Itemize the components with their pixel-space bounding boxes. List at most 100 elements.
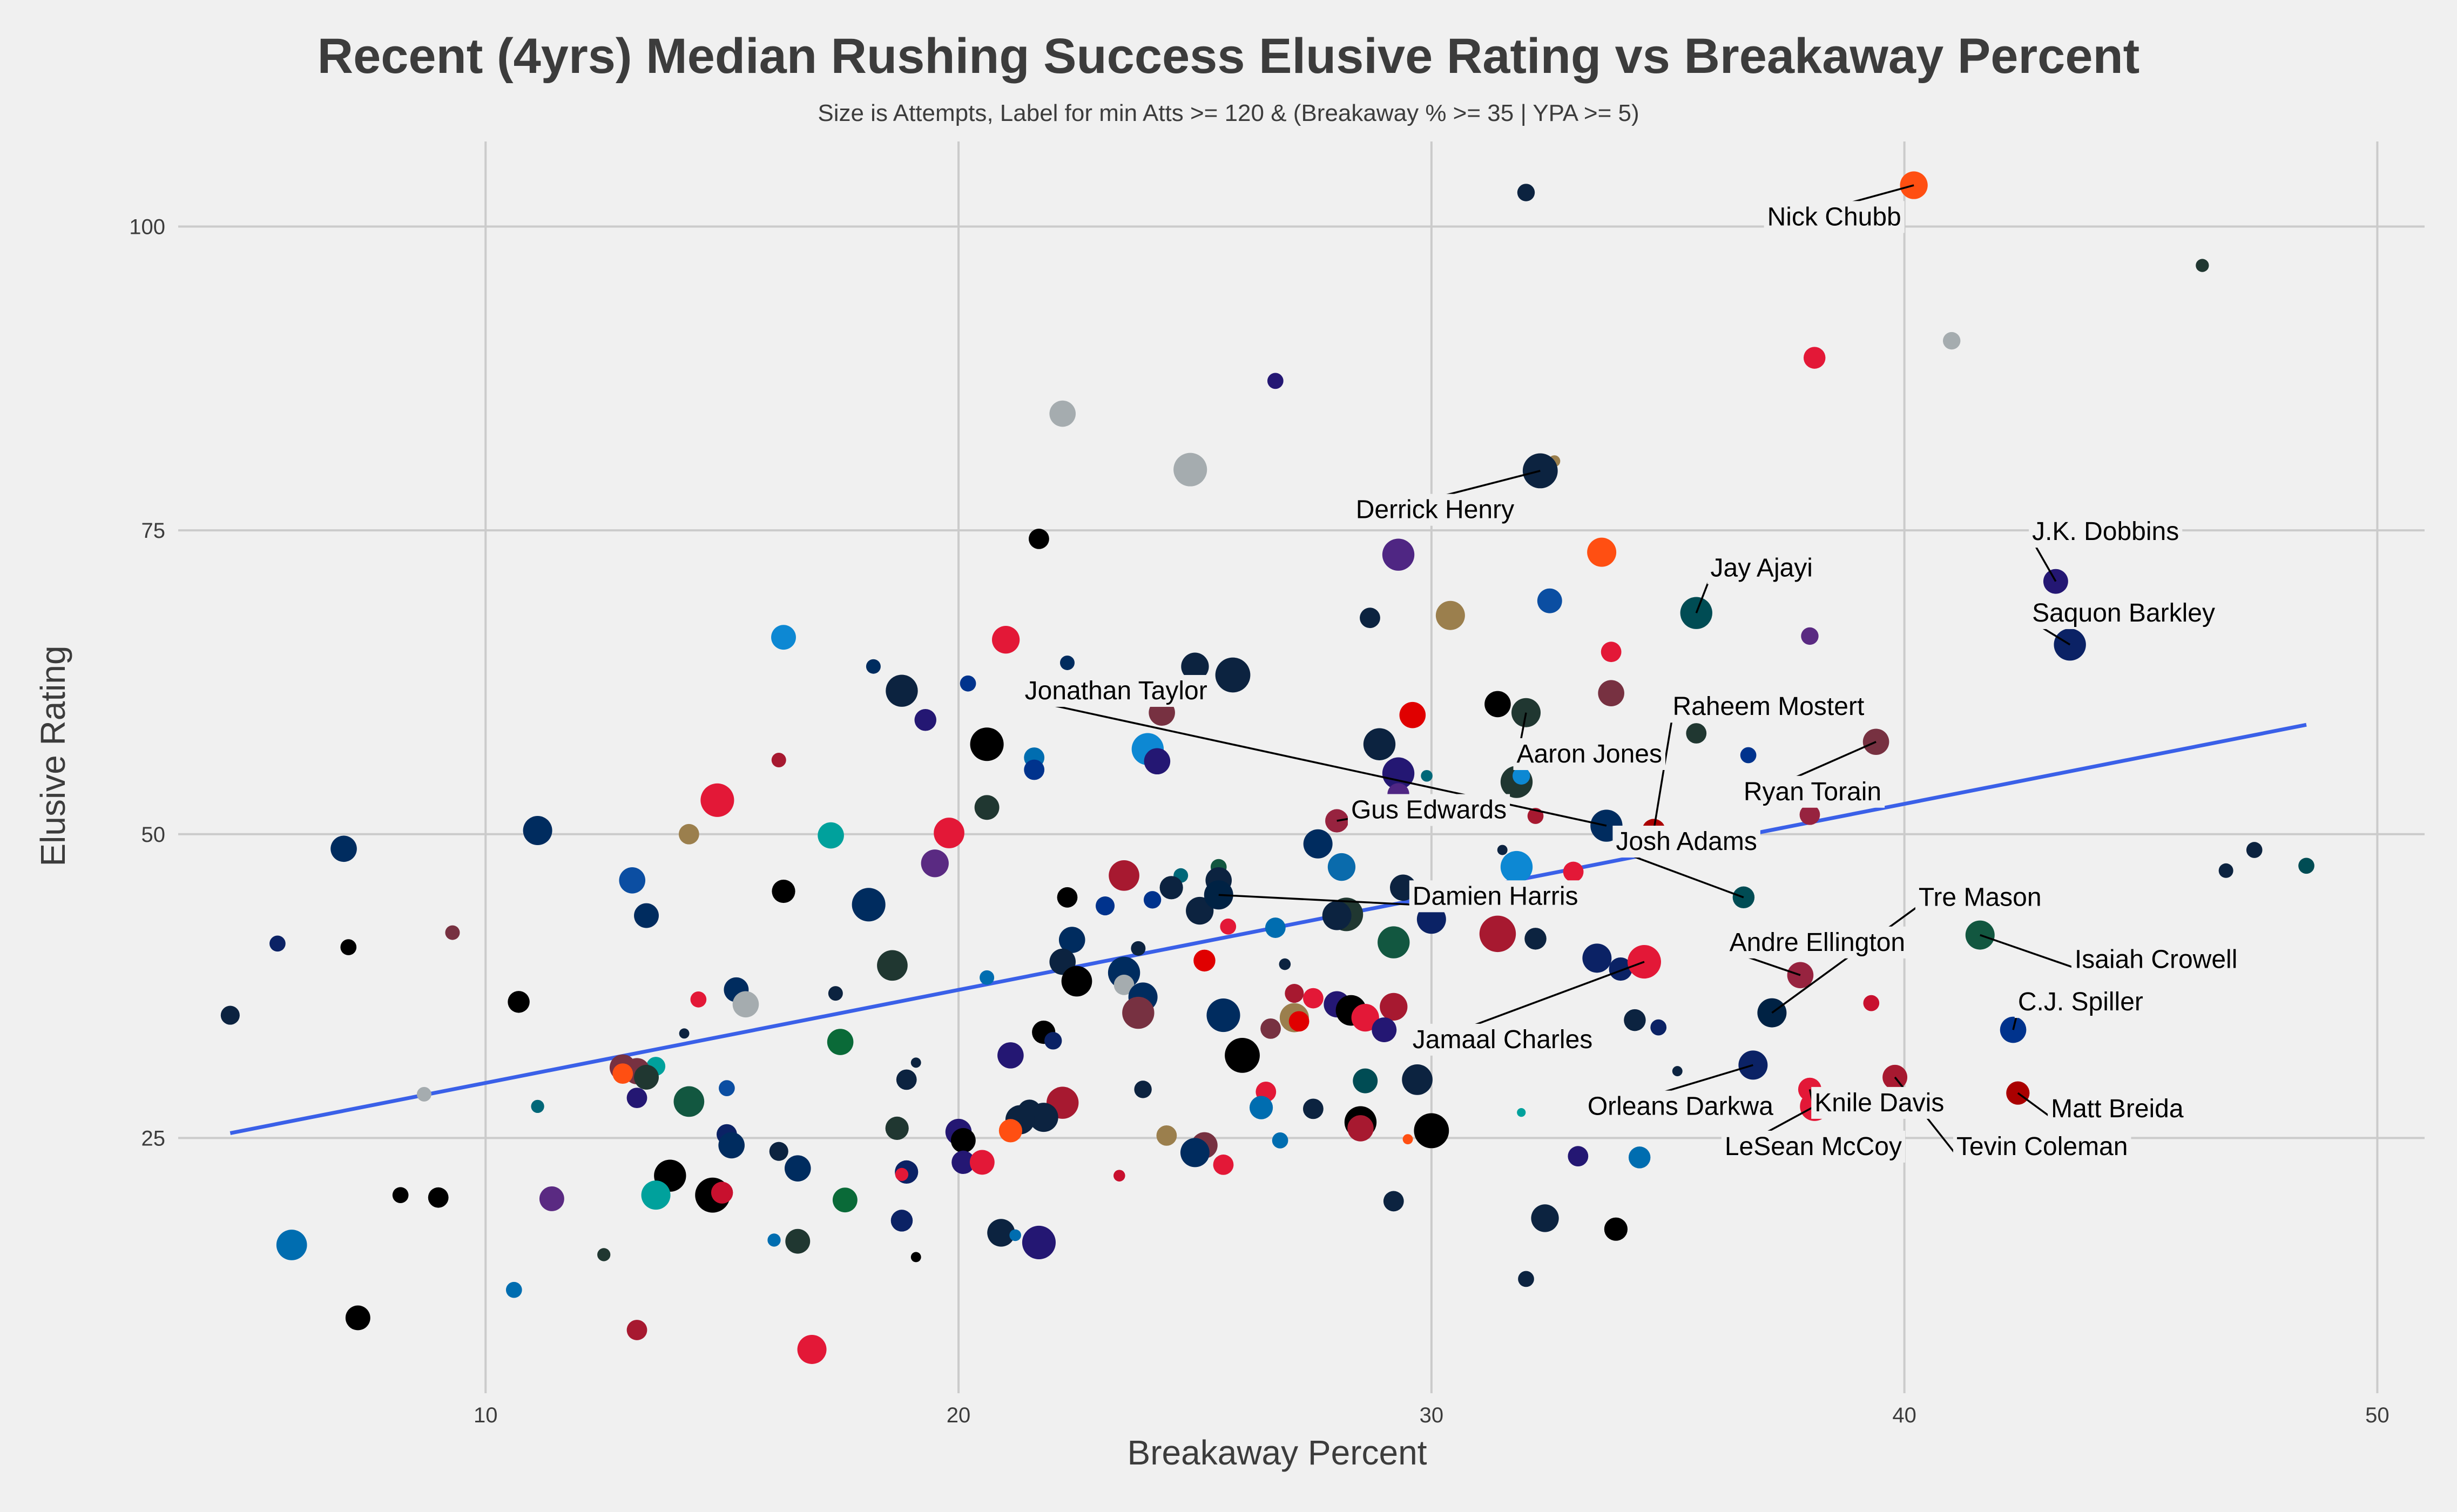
- point-label: Tevin Coleman: [1956, 1132, 2128, 1161]
- point-label-background: [1409, 1023, 1596, 1056]
- point-label: Aaron Jones: [1516, 740, 1662, 768]
- data-point: [1582, 943, 1612, 973]
- data-point: [1265, 917, 1286, 938]
- data-point: [531, 1099, 544, 1113]
- point-label-background: [1409, 880, 1582, 913]
- data-point: [1058, 927, 1085, 953]
- label-leader-line: [1652, 714, 1674, 831]
- point-labels: Nick Chubb Derrick Henry J.K. Dobbins Jay A…: [1021, 201, 2241, 1163]
- point-label-background: [1669, 691, 1868, 723]
- data-point: [784, 1155, 811, 1182]
- data-point: [1288, 1011, 1310, 1032]
- data-point: [1568, 1146, 1589, 1167]
- data-point: [771, 625, 796, 650]
- data-point: [634, 1064, 659, 1090]
- data-point: [991, 626, 1020, 654]
- point-label: C.J. Spiller: [2018, 988, 2143, 1016]
- chart-subtitle: Size is Attempts, Label for min Atts >= …: [818, 100, 1639, 126]
- point-label-background: [2029, 597, 2218, 629]
- data-point: [818, 822, 844, 849]
- data-point: [1193, 949, 1216, 972]
- data-point: [1113, 974, 1135, 995]
- data-point: [1517, 1108, 1526, 1117]
- label-leader-line: [1615, 849, 1744, 899]
- data-point: [877, 950, 908, 981]
- data-point: [951, 1150, 975, 1174]
- point-label-background: [1612, 826, 1760, 858]
- data-point: [1057, 887, 1078, 908]
- point-label-background: [1352, 494, 1518, 526]
- data-point: [1382, 538, 1415, 571]
- data-point: [523, 816, 552, 846]
- data-point: [1215, 657, 1251, 693]
- data-point: [1029, 1103, 1058, 1132]
- data-point: [910, 1057, 921, 1068]
- data-point: [330, 835, 357, 862]
- data-point: [1206, 998, 1240, 1032]
- data-point: [673, 1086, 705, 1117]
- data-point: [1049, 400, 1076, 427]
- data-point: [1399, 701, 1426, 728]
- data-point: [974, 795, 1000, 820]
- data-point: [1131, 941, 1146, 956]
- point-label: Derrick Henry: [1356, 496, 1514, 524]
- y-axis-title: Elusive Rating: [33, 645, 72, 866]
- data-point: [1173, 453, 1207, 487]
- data-point: [276, 1230, 307, 1260]
- data-point: [1009, 1229, 1021, 1241]
- data-point: [785, 1228, 811, 1254]
- data-point: [1587, 537, 1617, 567]
- data-point: [1180, 1138, 1210, 1167]
- data-point: [1156, 1125, 1177, 1146]
- point-label: Andre Ellington: [1730, 928, 1906, 957]
- data-point: [445, 925, 460, 940]
- label-leader-line: [1980, 934, 2075, 969]
- data-point: [769, 1142, 788, 1161]
- data-point: [950, 1128, 976, 1153]
- data-point: [1650, 1019, 1667, 1036]
- data-point: [678, 824, 699, 845]
- data-point: [1537, 588, 1562, 613]
- point-label: LeSean McCoy: [1725, 1132, 1902, 1161]
- data-point: [269, 935, 286, 952]
- data-point: [1513, 767, 1530, 785]
- data-point: [772, 879, 795, 903]
- data-point: [1402, 1134, 1413, 1145]
- data-point: [914, 708, 936, 731]
- data-point: [1249, 1096, 1273, 1119]
- point-label-background: [1513, 738, 1665, 770]
- point-label-background: [1726, 926, 1909, 959]
- x-tick-label: 20: [947, 1403, 971, 1427]
- x-axis-title: Breakaway Percent: [1128, 1433, 1427, 1472]
- point-label-background: [1764, 201, 1905, 233]
- data-point: [416, 1086, 431, 1102]
- data-point: [1604, 1217, 1628, 1241]
- data-point: [1402, 1064, 1433, 1095]
- data-point: [711, 1182, 733, 1204]
- data-point: [612, 1063, 633, 1084]
- data-point: [1517, 184, 1535, 201]
- data-point: [1213, 1155, 1234, 1175]
- point-label: Nick Chubb: [1767, 202, 1901, 231]
- point-label: Damien Harris: [1413, 882, 1578, 910]
- point-label-background: [1347, 794, 1510, 826]
- data-point: [634, 903, 659, 928]
- labeled-data-point: [1522, 453, 1558, 489]
- data-point: [700, 783, 734, 817]
- data-point: [1279, 958, 1291, 970]
- data-point: [969, 1150, 995, 1175]
- data-point: [2246, 842, 2263, 858]
- data-point: [1347, 1115, 1374, 1142]
- point-label: Isaiah Crowell: [2075, 945, 2237, 974]
- point-label: Gus Edwards: [1351, 796, 1507, 825]
- data-point: [1134, 1081, 1152, 1098]
- point-label: Jay Ajayi: [1711, 554, 1813, 583]
- point-label: Matt Breida: [2051, 1095, 2184, 1123]
- data-point: [718, 1132, 745, 1159]
- x-tick-label: 40: [1892, 1403, 1916, 1427]
- data-point: [910, 1252, 921, 1263]
- point-label: Jamaal Charles: [1413, 1025, 1592, 1054]
- data-point: [1267, 373, 1284, 389]
- point-label-background: [1740, 775, 1885, 808]
- data-point: [220, 1005, 240, 1025]
